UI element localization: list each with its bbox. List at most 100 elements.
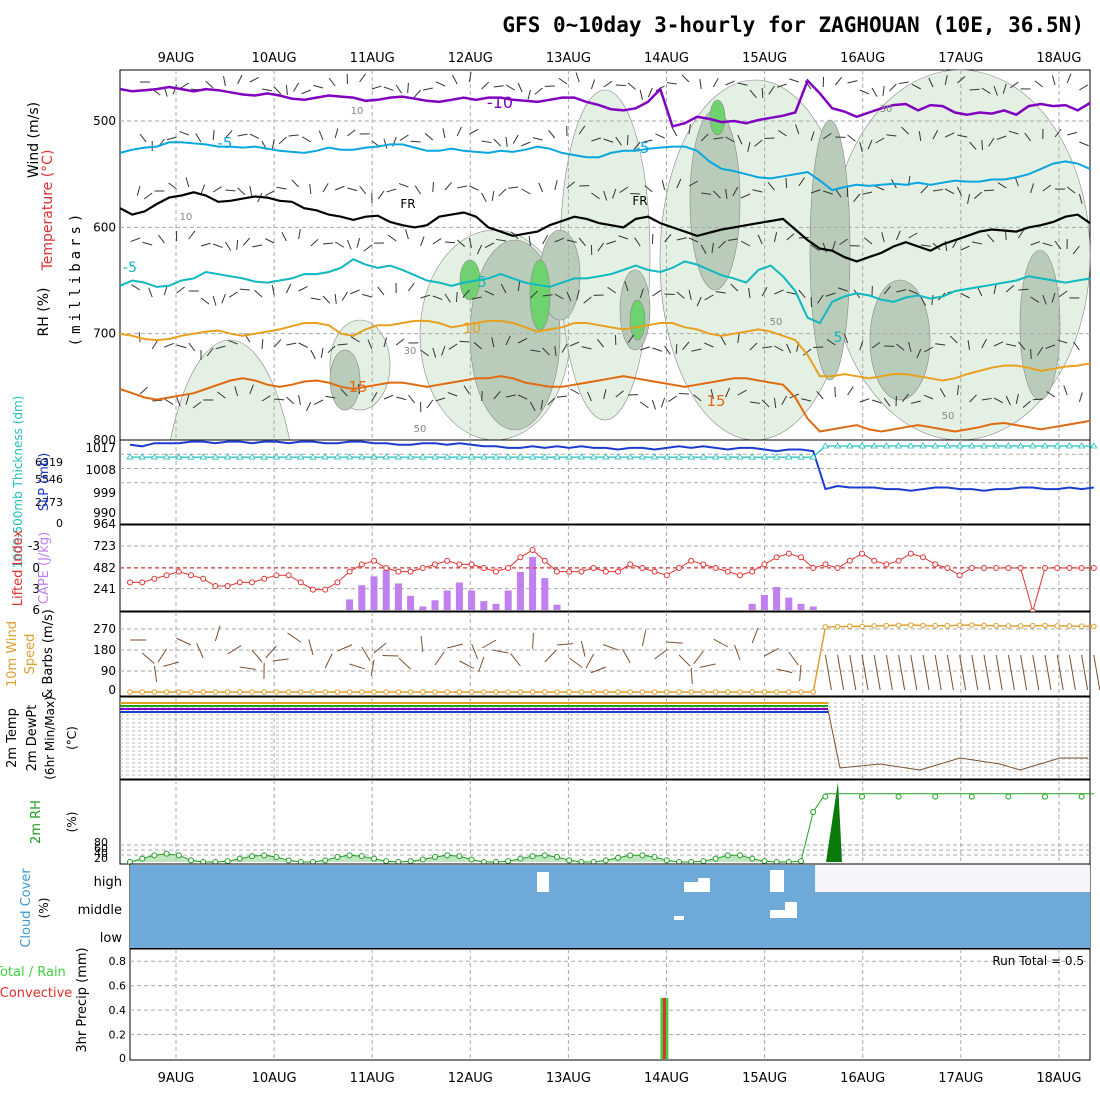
thickness-marker (943, 442, 952, 449)
wind10m-barb (265, 645, 277, 659)
wind-barb (816, 391, 824, 400)
upper-y-ticks: 500 600 700 800 (93, 114, 116, 447)
wind10m-marker (151, 689, 158, 695)
wind-barb (624, 281, 629, 292)
wind10m-barb (995, 654, 1003, 691)
wind10m-barb (370, 659, 375, 676)
wind10m-marker (664, 689, 670, 695)
wind-barb (252, 244, 263, 248)
wind-barb (834, 386, 836, 398)
wind-barb (681, 74, 690, 83)
thickness-marker (260, 453, 268, 460)
wind-barb (481, 140, 492, 144)
contour-label: 30 (880, 104, 893, 115)
wind-barb (773, 232, 778, 243)
lifted-index-marker (517, 554, 524, 561)
y-label-wind: Wind (m/s) (26, 102, 42, 178)
date-label-bottom: 14AUG (644, 1071, 689, 1086)
wind10m-barb (373, 642, 387, 654)
wind-barb (596, 338, 604, 348)
lifted-index-marker (383, 565, 390, 571)
wind-barb (1042, 294, 1047, 305)
contour-label: 50 (942, 411, 955, 422)
rh2m-marker (859, 793, 865, 800)
thickness-marker (748, 453, 756, 460)
wind10m-marker (956, 622, 963, 629)
lifted-index-marker (773, 554, 780, 561)
wind-barb (340, 388, 348, 397)
wind10m-barb (885, 654, 893, 691)
cape-bar (394, 583, 402, 610)
wind-barb (908, 289, 919, 295)
rh2m-marker (761, 858, 768, 865)
wind-barb (176, 396, 181, 407)
date-label-top: 11AUG (350, 51, 395, 66)
wind-barb (619, 186, 629, 194)
wind-barb (949, 335, 958, 344)
wind-barb (367, 339, 373, 350)
wind10m-barb (946, 654, 954, 691)
wind-barb (822, 132, 832, 140)
wind-barb (737, 333, 740, 344)
rh2m-marker (700, 858, 707, 865)
wind-barb (356, 237, 361, 248)
wind-barb (215, 345, 226, 350)
wind10m-marker (383, 689, 390, 695)
wind-barb (484, 242, 495, 249)
wind-barb (396, 396, 406, 401)
wind-barb (206, 347, 214, 357)
wind10m-barb (861, 654, 869, 691)
rh2m-y-tick: 80 (94, 836, 108, 849)
wind-barb (377, 286, 385, 296)
wind-barb (432, 347, 437, 358)
wind-barb (456, 126, 462, 137)
wind-barb (881, 232, 885, 243)
wind-barb (730, 283, 739, 292)
wind-barb (271, 285, 275, 296)
cape-bar (431, 600, 439, 610)
wind-barb (634, 237, 641, 247)
wind-barb (1073, 341, 1080, 351)
wind-barb (939, 388, 946, 398)
wind-y-tick: 270 (93, 622, 116, 636)
rh2m-marker (932, 793, 939, 800)
thickness-marker (675, 453, 683, 460)
wind-barb (863, 237, 873, 245)
thickness-marker (870, 442, 878, 449)
thickness-marker (370, 453, 378, 460)
wind-barb (640, 346, 650, 351)
wind-barb (688, 289, 692, 300)
date-label-top: 16AUG (840, 51, 885, 66)
wind10m-barb (481, 639, 497, 649)
lifted-index-marker (541, 557, 548, 564)
lifted-index-marker (749, 568, 756, 575)
wind10m-marker (798, 689, 804, 695)
wind10m-barb (751, 627, 759, 644)
wind-barb (651, 233, 654, 245)
slp-series (126, 440, 1098, 492)
rh2m-marker (541, 852, 548, 859)
wind10m-marker (285, 689, 292, 695)
wind-barb (973, 191, 983, 199)
lifted-index-marker (200, 575, 207, 582)
thickness-marker (443, 453, 451, 460)
y-label-convective: Convective (0, 986, 72, 1001)
wind-barb (505, 335, 511, 346)
wind-barb (757, 234, 763, 245)
temperature-contour-minus5 (119, 141, 1091, 192)
wind-barb (883, 397, 891, 407)
bottom-date-axis: 9AUG 10AUG 11AUG 12AUG 13AUG 14AUG 15AUG 16AUG 1… (158, 1071, 1082, 1086)
thickness-marker (175, 453, 183, 460)
rh2m-marker (432, 854, 438, 860)
wind-barb (399, 134, 409, 141)
wind10m-marker (737, 689, 743, 695)
wind-barb (737, 134, 743, 145)
thickness-marker (809, 453, 817, 460)
y-label-celsius: (°C) (65, 726, 79, 750)
wind-barb (704, 342, 714, 348)
cape-bar (553, 604, 561, 610)
wind-barb (200, 297, 210, 305)
wind10m-barb (176, 637, 192, 646)
wind-barb (505, 394, 516, 398)
wind-barb (426, 399, 434, 409)
